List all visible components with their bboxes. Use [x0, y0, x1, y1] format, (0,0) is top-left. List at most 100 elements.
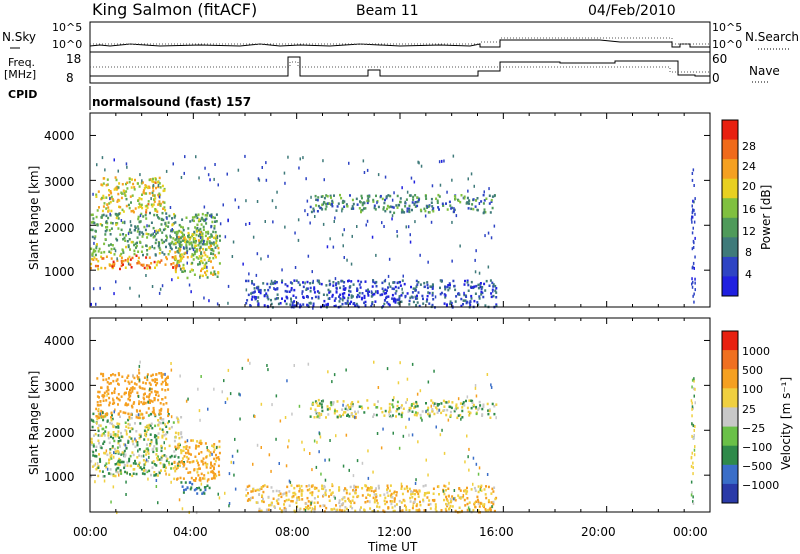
power-echo-cell	[188, 243, 191, 246]
velocity-echo-cell	[100, 446, 103, 450]
power-echo-cell	[185, 238, 188, 241]
velocity-scatter-cell	[342, 464, 345, 468]
velocity-echo-cell	[250, 490, 253, 493]
power-echo-cell	[333, 299, 336, 302]
velocity-echo-cell	[165, 425, 168, 428]
cbar-tick-velocity: −25	[742, 422, 765, 435]
velocity-echo-cell	[182, 449, 185, 452]
power-scatter-cell	[227, 301, 229, 305]
power-echo-cell	[367, 288, 369, 291]
power-scatter-cell	[109, 197, 111, 201]
velocity-echo-cell	[164, 377, 167, 381]
power-echo-cell	[137, 206, 140, 209]
velocity-echo-cell	[114, 387, 116, 390]
power-scatter-cell	[261, 166, 263, 169]
power-echo-cell	[131, 240, 134, 244]
velocity-scatter-cell	[393, 396, 395, 400]
velocity-echo-cell	[105, 412, 108, 415]
right-tick-nave-max: 60	[712, 52, 727, 66]
power-echo-cell	[133, 188, 136, 191]
velocity-echo-cell	[195, 459, 198, 462]
velocity-echo-cell	[131, 388, 134, 391]
power-scatter-cell	[451, 259, 453, 263]
velocity-echo-cell	[95, 445, 98, 449]
power-echo-cell	[382, 305, 385, 308]
velocity-echo-cell	[112, 431, 115, 434]
velocity-echo-cell	[111, 391, 113, 395]
power-echo-cell	[152, 236, 155, 239]
power-echo-cell	[110, 227, 113, 230]
power-echo-cell	[431, 303, 434, 307]
velocity-echo-cell	[194, 447, 197, 450]
power-echo-cell	[363, 296, 366, 300]
velocity-echo-cell	[157, 455, 159, 458]
velocity-echo-cell	[316, 501, 319, 504]
power-echo-cell	[263, 289, 266, 292]
power-echo-cell	[343, 296, 346, 300]
power-echo-cell	[112, 260, 115, 264]
colorbar-swatch	[722, 350, 738, 370]
velocity-echo-cell	[163, 464, 166, 467]
velocity-echo-cell	[320, 400, 323, 403]
power-echo-cell	[128, 238, 131, 241]
power-panel	[89, 112, 711, 310]
velocity-scatter-cell	[303, 448, 305, 452]
power-echo-cell	[466, 279, 469, 282]
velocity-echo-cell	[387, 494, 390, 497]
power-echo-cell	[361, 196, 363, 200]
velocity-echo-cell	[487, 499, 490, 502]
power-echo-cell	[148, 186, 151, 189]
power-echo-cell	[138, 240, 141, 244]
velocity-echo-cell	[312, 508, 315, 511]
power-echo-cell	[153, 213, 156, 217]
power-scatter-cell	[90, 302, 92, 306]
velocity-echo-cell	[180, 416, 183, 419]
power-echo-cell	[193, 250, 196, 253]
power-late-cell	[692, 246, 695, 249]
velocity-echo-cell	[196, 461, 199, 465]
power-echo-cell	[128, 206, 131, 210]
power-scatter-cell	[171, 228, 173, 231]
velocity-echo-cell	[185, 445, 188, 448]
power-echo-cell	[397, 286, 400, 290]
velocity-echo-cell	[185, 467, 188, 470]
power-scatter-cell	[424, 214, 427, 218]
velocity-scatter-cell	[408, 417, 410, 421]
velocity-echo-cell	[384, 496, 387, 500]
power-scatter-cell	[199, 236, 202, 240]
velocity-echo-cell	[482, 405, 485, 408]
velocity-echo-cell	[207, 478, 210, 481]
velocity-scatter-cell	[308, 487, 311, 491]
velocity-echo-cell	[195, 444, 198, 447]
velocity-echo-cell	[137, 416, 140, 420]
power-echo-cell	[131, 178, 133, 181]
velocity-echo-cell	[445, 502, 447, 506]
velocity-echo-cell	[472, 403, 475, 407]
power-echo-cell	[91, 213, 94, 216]
power-echo-cell	[149, 234, 152, 237]
velocity-echo-cell	[442, 399, 445, 403]
velocity-echo-cell	[111, 445, 114, 448]
power-echo-cell	[356, 203, 359, 206]
colorbar-swatch	[722, 369, 738, 389]
power-scatter-cell	[267, 254, 269, 258]
velocity-scatter-cell	[198, 409, 201, 413]
power-echo-cell	[179, 248, 182, 251]
power-scatter-cell	[446, 190, 448, 194]
power-echo-cell	[213, 227, 216, 230]
velocity-echo-cell	[165, 402, 168, 405]
velocity-echo-cell	[132, 468, 135, 471]
power-echo-cell	[424, 209, 427, 213]
velocity-echo-cell	[210, 470, 213, 474]
power-scatter-cell	[248, 222, 251, 225]
power-echo-cell	[290, 288, 293, 292]
velocity-echo-cell	[413, 413, 416, 417]
beam-title: Beam 11	[356, 3, 419, 19]
velocity-echo-cell	[167, 413, 170, 416]
power-echo-cell	[153, 246, 156, 250]
power-echo-cell	[174, 268, 177, 272]
velocity-echo-cell	[119, 415, 121, 418]
velocity-scatter-cell	[253, 414, 255, 418]
velocity-echo-cell	[393, 490, 396, 493]
velocity-panel	[89, 317, 711, 515]
